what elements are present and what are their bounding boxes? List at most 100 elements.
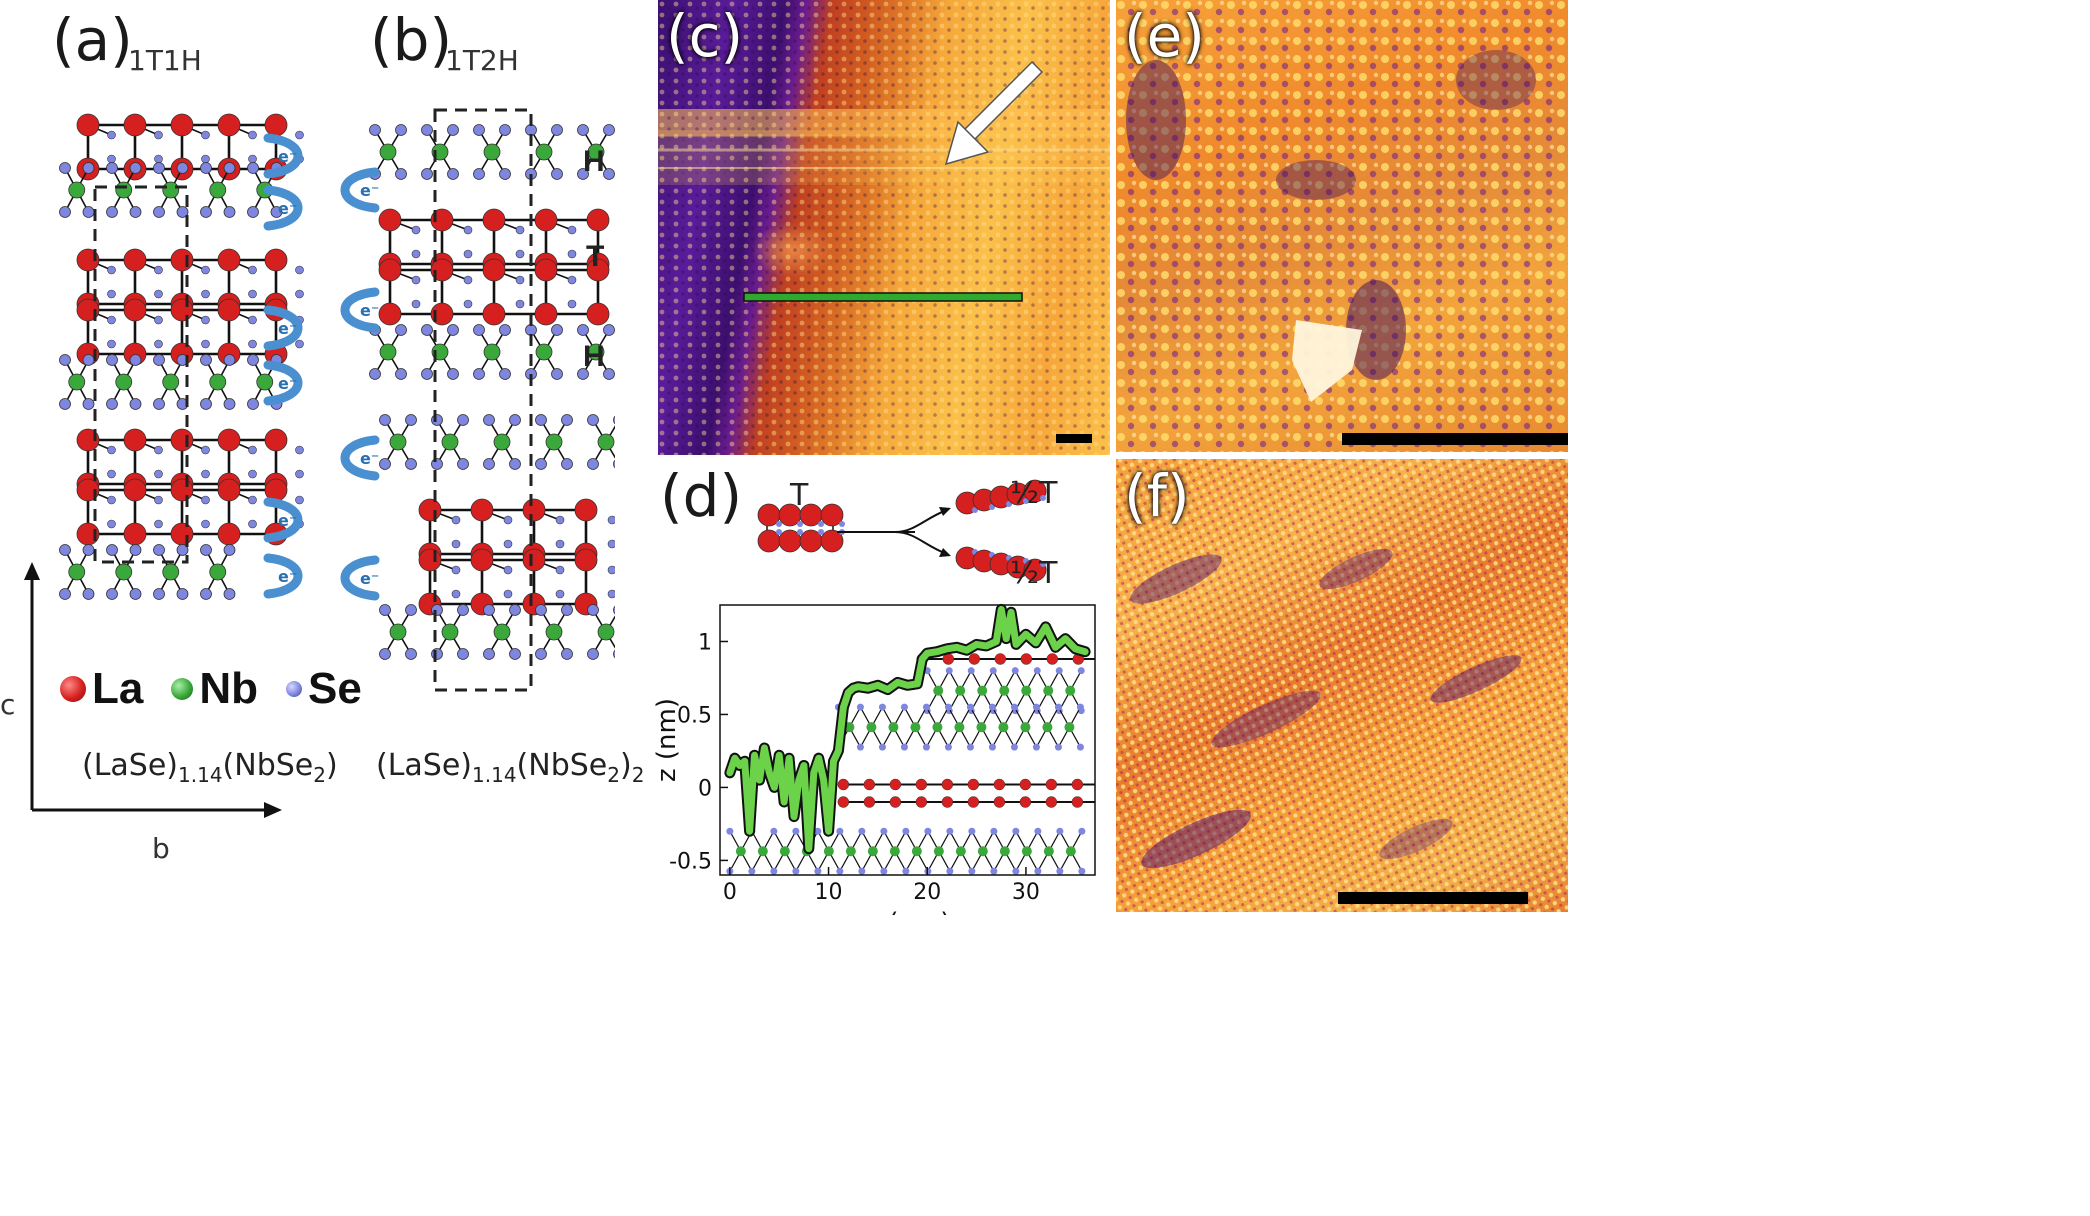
se-atom (1040, 495, 1046, 501)
se-atom (797, 521, 803, 527)
se-atom (248, 445, 257, 455)
se-atom (966, 703, 974, 711)
se-atom (776, 521, 782, 527)
se-atom (499, 168, 511, 180)
se-atom (447, 368, 459, 380)
se-atom (106, 588, 118, 600)
se-atom (1054, 703, 1062, 711)
la-atom (264, 248, 288, 272)
se-atom (379, 648, 391, 660)
la-atom (1019, 796, 1032, 808)
se-atom (153, 588, 165, 600)
nb-atom (933, 846, 944, 857)
nb-atom (910, 722, 921, 733)
nb-atom (209, 373, 227, 391)
electron-arrow-icon: e⁻ (263, 185, 303, 231)
se-atom (473, 324, 485, 336)
panel-e-stm-image (1116, 0, 1568, 452)
la-atom (217, 522, 241, 546)
se-atom (567, 299, 577, 309)
se-atom (247, 354, 259, 366)
se-atom (431, 458, 443, 470)
la-atom (967, 778, 980, 791)
se-atom (577, 168, 589, 180)
nb-atom (379, 143, 397, 161)
se-atom (59, 588, 71, 600)
la-atom (418, 498, 442, 522)
se-atom (405, 648, 417, 660)
se-atom (395, 324, 407, 336)
se-atom (967, 667, 975, 675)
se-atom (201, 469, 210, 479)
se-atom (567, 225, 577, 235)
x-tick-label: 20 (913, 880, 941, 905)
nb-atom (977, 846, 988, 857)
la-atom (1019, 778, 1032, 791)
electron-arrow-icon: e⁻ (263, 497, 303, 543)
se-atom (968, 827, 976, 835)
la-atom (863, 796, 876, 808)
se-atom (201, 289, 210, 299)
se-atom (248, 289, 257, 299)
se-atom (1010, 743, 1018, 751)
se-atom (59, 206, 71, 218)
se-atom (551, 168, 563, 180)
se-atom (946, 827, 954, 835)
se-atom (200, 354, 212, 366)
se-atom (176, 162, 189, 174)
se-atom (561, 648, 573, 660)
la-atom (820, 503, 844, 527)
se-atom (153, 354, 165, 366)
se-atom (295, 469, 304, 479)
la-atom (470, 498, 494, 522)
se-atom (248, 130, 257, 140)
se-atom (613, 605, 615, 615)
la-atom (837, 778, 850, 791)
se-atom (1076, 703, 1084, 711)
se-atom (509, 648, 521, 660)
se-atom (561, 604, 573, 616)
se-atom (411, 225, 421, 235)
se-atom (248, 469, 257, 479)
se-atom (107, 445, 116, 455)
se-atom (154, 289, 163, 299)
la-atom (941, 796, 954, 808)
la-atom (994, 653, 1007, 665)
panel-c-scale-bar (1056, 434, 1092, 443)
nb-atom (493, 623, 511, 641)
inset-t-label: T (790, 478, 809, 513)
nb-atom (823, 846, 834, 857)
se-atom (990, 867, 998, 875)
se-atom (535, 414, 547, 426)
se-atom (154, 445, 163, 455)
panel-c-stm-image (658, 0, 1110, 455)
se-atom (503, 515, 513, 525)
inset-half-t-top-label: ½T (1010, 476, 1058, 511)
nb-atom (911, 846, 922, 857)
se-atom (818, 529, 824, 535)
nb-atom (779, 846, 790, 857)
se-atom (154, 265, 163, 275)
se-atom (154, 130, 163, 140)
la-atom (378, 208, 402, 232)
la-atom (1046, 653, 1059, 665)
la-atom (123, 522, 147, 546)
layer-label-h-bottom: H (583, 340, 605, 373)
se-atom (457, 414, 469, 426)
se-atom (379, 604, 391, 616)
legend-la: La (92, 664, 144, 713)
nb-atom (535, 143, 553, 161)
se-atom (503, 539, 513, 549)
panel-d-inset-schematic (757, 479, 1047, 582)
se-atom (201, 339, 210, 349)
la-atom (1045, 778, 1058, 791)
se-atom (515, 249, 525, 259)
electron-label: e⁻ (360, 569, 379, 588)
se-atom (613, 459, 615, 469)
se-atom (858, 827, 866, 835)
se-atom (457, 604, 469, 616)
la-atom (378, 258, 402, 282)
se-atom (154, 519, 163, 529)
nb-atom (441, 623, 459, 641)
se-atom (405, 604, 417, 616)
